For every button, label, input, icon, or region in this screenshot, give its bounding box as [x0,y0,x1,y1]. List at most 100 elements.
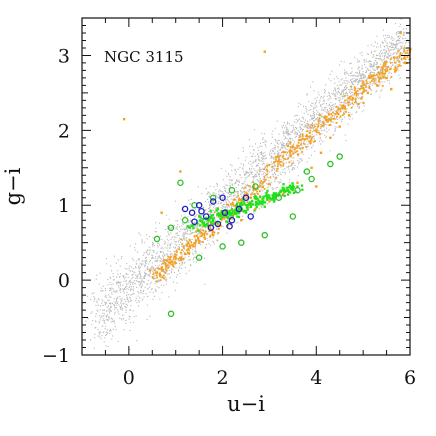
data-point-circle [167,224,175,231]
data-point [277,192,280,196]
data-point [183,252,187,256]
data-point-circle [247,213,254,220]
data-point [197,215,201,218]
data-point [244,211,248,214]
data-point-circle [261,231,268,239]
data-point-circle [177,179,184,187]
data-point-circle [252,183,259,190]
data-point-circle [219,243,226,250]
data-point-circle [202,213,210,220]
series-1 [188,183,290,229]
x-tick-label: 2 [217,367,229,389]
data-point [366,91,370,95]
data-point-circle [191,218,198,225]
axis-ticks: 0 2 4 6 −1 0 1 2 3 [42,17,416,389]
annotation-label: NGC 3115 [104,48,184,66]
orange-point-cloud [148,47,412,283]
data-point-circle [238,239,245,246]
data-point [347,114,351,117]
data-point-circle [209,194,217,201]
data-point-circle [209,198,217,205]
series-2 [153,153,343,318]
x-tick-label: 0 [123,367,135,389]
data-point-circle [167,310,175,318]
data-point [286,189,290,192]
y-tick-label: 0 [58,270,70,292]
data-point [188,245,191,248]
y-tick-label: 3 [58,45,70,67]
tick-marks [81,17,411,356]
data-point [216,207,220,211]
data-point [282,183,285,186]
data-point [202,222,206,226]
y-tick-label: 2 [58,120,70,142]
data-point-circle [188,209,196,216]
data-point [263,205,266,208]
data-point-circle [327,160,334,168]
data-point [249,196,252,199]
series-3 [181,194,254,231]
data-point [315,185,318,188]
data-point [268,196,271,199]
data-point [240,219,243,222]
data-point [179,170,182,173]
data-point-circle [235,205,243,213]
data-point [197,241,201,244]
data-point [268,200,271,203]
data-point [122,117,126,121]
y-tick-label: −1 [42,345,70,367]
data-point-circle [275,194,283,201]
data-point-circle [195,254,203,261]
data-point [394,69,398,72]
data-point [390,87,393,91]
background-population-layer [85,18,412,350]
data-point [338,125,341,128]
y-tick-label: 1 [58,195,70,217]
data-point [357,102,360,106]
data-point-circle [308,175,315,183]
data-point-circle [242,194,250,201]
data-point [254,195,257,198]
data-point [230,211,234,214]
data-point-circle [303,168,311,175]
data-point [254,207,257,211]
data-point [319,151,323,154]
data-point-circle [336,153,343,160]
data-point-circle [153,235,161,243]
data-point [361,80,365,83]
y-axis-title: g−i [1,167,25,205]
data-point [221,215,224,218]
plot-frame [81,17,411,356]
data-point-circle [289,213,297,220]
x-axis-title: u−i [227,392,265,416]
data-point [165,265,168,268]
data-point [212,233,215,237]
data-point [188,226,191,229]
data-point [263,50,266,53]
data-point [258,200,262,203]
data-point-circle [195,201,203,209]
background-points [85,18,412,350]
data-point [160,211,163,214]
data-point-circle [226,222,233,230]
data-point [174,256,177,259]
data-point-circle [207,224,215,231]
data-point-circle [219,194,226,201]
data-point [310,166,313,169]
data-point [399,31,402,35]
data-point-circle [221,209,229,216]
data-point [376,84,379,87]
x-tick-label: 4 [310,367,322,389]
data-point-circle [214,220,222,228]
data-point-circle [228,186,236,194]
data-series-layer [122,31,407,318]
green-point-cloud [186,182,304,232]
data-point [329,136,332,140]
data-point [404,61,407,65]
data-point-circle [228,216,236,224]
data-point [343,106,346,110]
data-point-circle [198,207,205,215]
data-point-circle [181,216,189,224]
x-tick-label: 6 [404,367,416,389]
data-point [235,204,238,207]
